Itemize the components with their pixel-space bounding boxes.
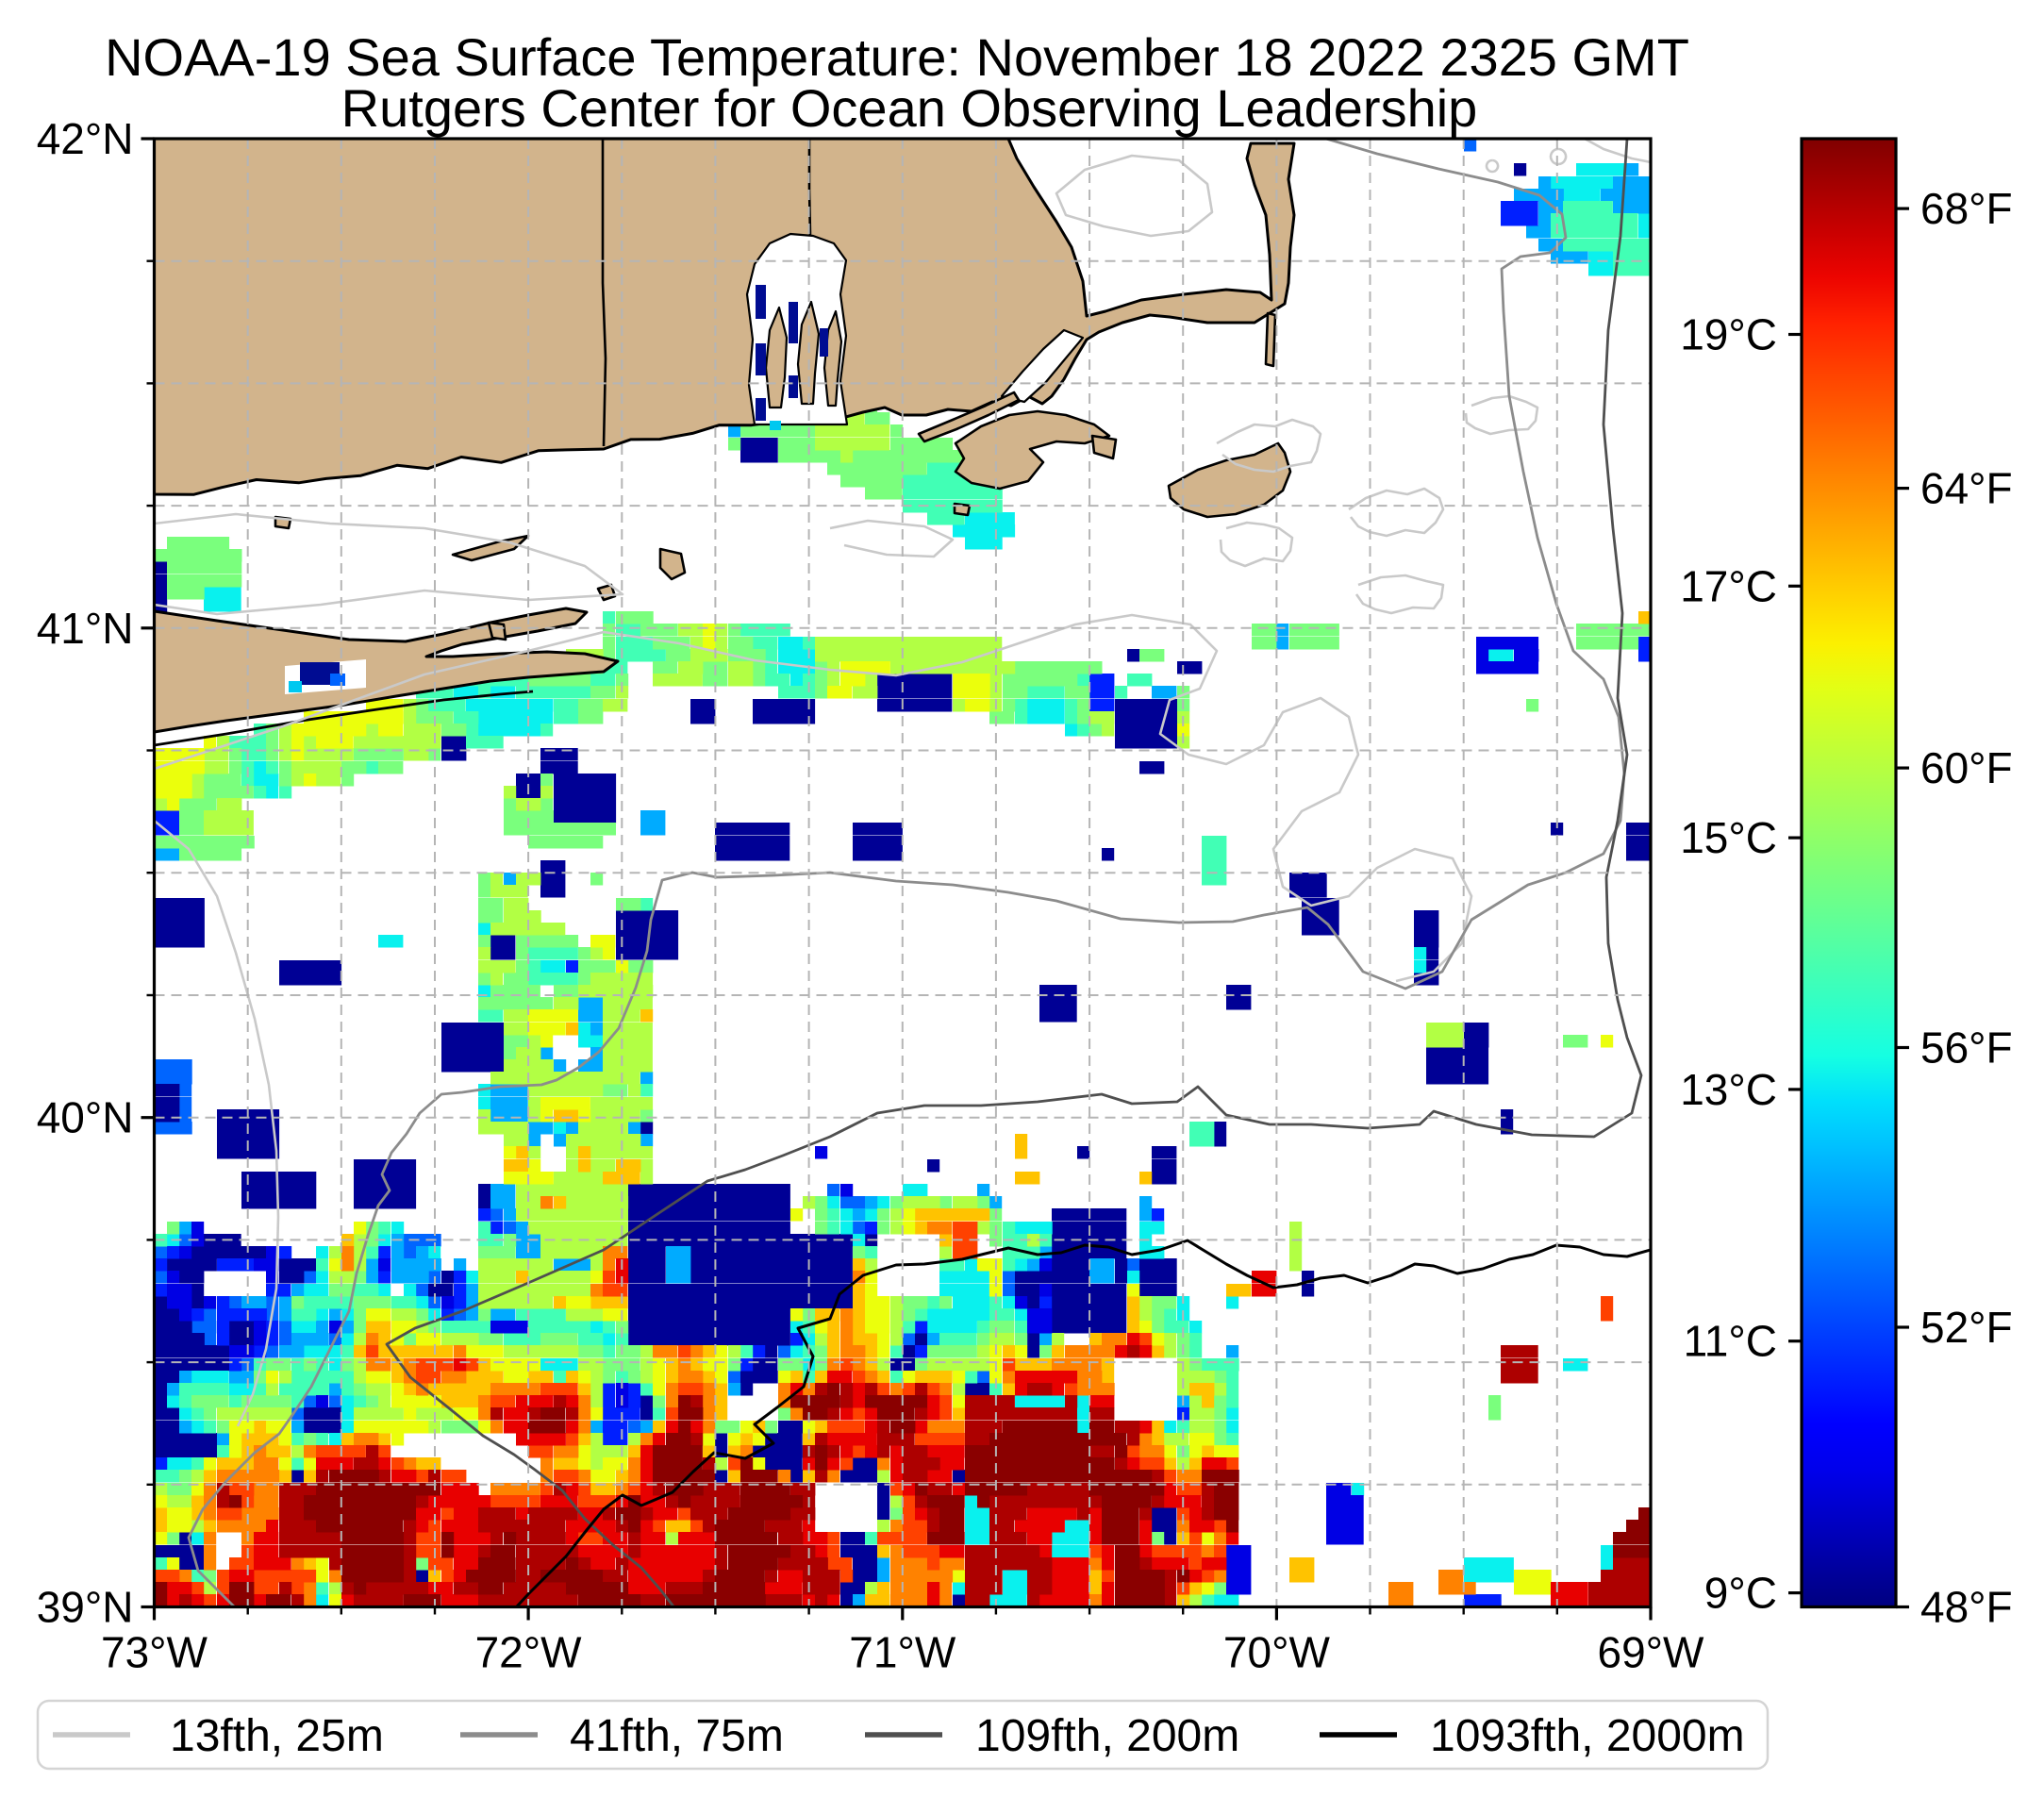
svg-text:52°F: 52°F <box>1920 1303 2013 1352</box>
svg-text:Rutgers Center for Ocean Obser: Rutgers Center for Ocean Observing Leade… <box>341 78 1478 138</box>
svg-text:40°N: 40°N <box>37 1093 134 1142</box>
svg-text:42°N: 42°N <box>37 114 134 163</box>
svg-text:NOAA-19 Sea Surface Temperatur: NOAA-19 Sea Surface Temperature: Novembe… <box>105 27 1689 87</box>
svg-text:109fth, 200m: 109fth, 200m <box>975 1711 1239 1761</box>
svg-text:68°F: 68°F <box>1920 184 2013 233</box>
svg-text:72°W: 72°W <box>475 1628 583 1677</box>
svg-text:48°F: 48°F <box>1920 1583 2013 1632</box>
svg-text:39°N: 39°N <box>37 1583 134 1632</box>
svg-text:41fth, 75m: 41fth, 75m <box>570 1711 784 1761</box>
svg-text:17°C: 17°C <box>1680 561 1777 610</box>
svg-text:15°C: 15°C <box>1680 813 1777 862</box>
svg-text:70°W: 70°W <box>1223 1628 1331 1677</box>
svg-text:19°C: 19°C <box>1680 310 1777 359</box>
svg-text:13°C: 13°C <box>1680 1065 1777 1114</box>
svg-text:69°W: 69°W <box>1598 1628 1705 1677</box>
svg-text:64°F: 64°F <box>1920 464 2013 513</box>
svg-text:41°N: 41°N <box>37 604 134 653</box>
svg-text:71°W: 71°W <box>849 1628 956 1677</box>
svg-text:1093fth, 2000m: 1093fth, 2000m <box>1430 1711 1745 1761</box>
svg-text:9°C: 9°C <box>1704 1569 1777 1618</box>
svg-text:60°F: 60°F <box>1920 743 2013 792</box>
svg-text:13fth, 25m: 13fth, 25m <box>170 1711 384 1761</box>
svg-text:11°C: 11°C <box>1684 1317 1777 1366</box>
svg-text:73°W: 73°W <box>101 1628 208 1677</box>
svg-text:56°F: 56°F <box>1920 1023 2013 1073</box>
